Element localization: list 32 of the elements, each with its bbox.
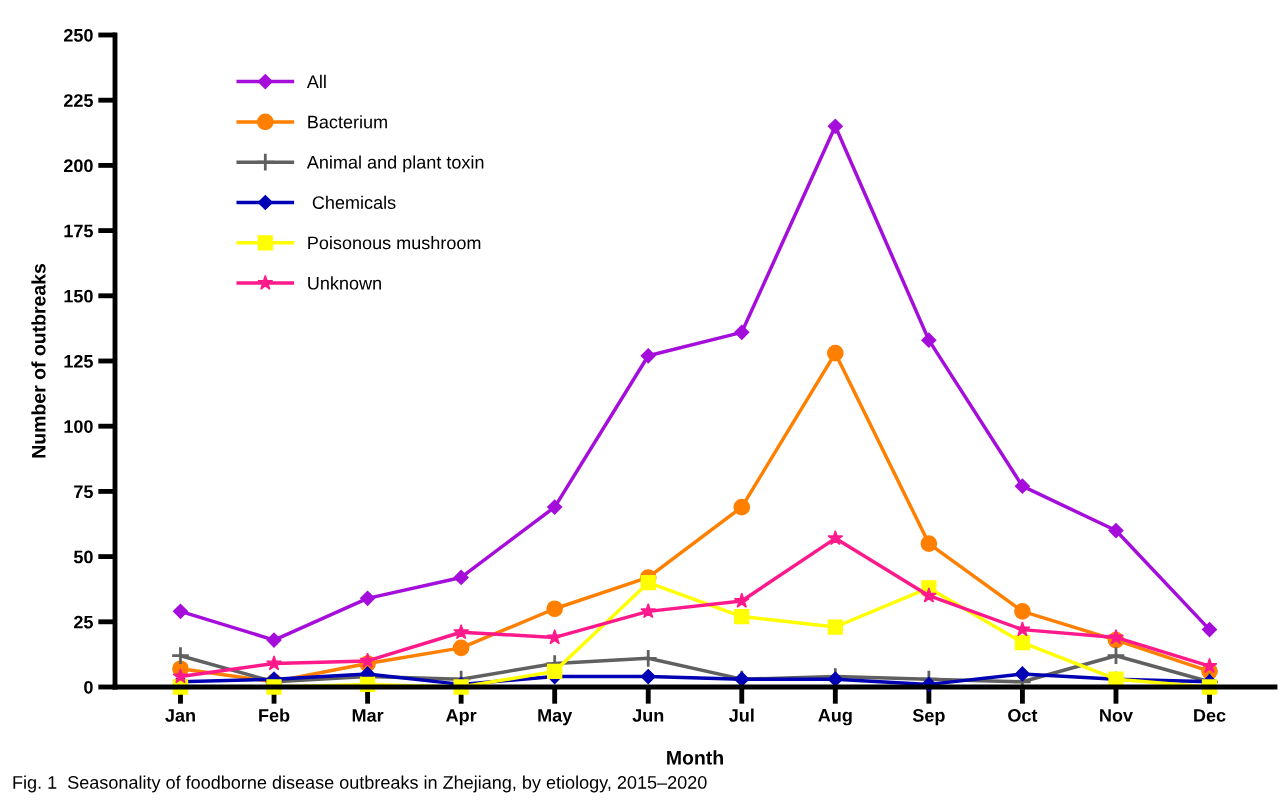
- y-tick-label: 0: [84, 680, 93, 694]
- x-axis-title: Month: [667, 750, 723, 765]
- y-tick-label: 25: [74, 615, 93, 629]
- y-tick-label: 175: [64, 224, 93, 238]
- y-tick-label: 75: [74, 485, 93, 499]
- x-tick-label: Nov: [1100, 709, 1133, 722]
- x-tick-label: Oct: [1008, 709, 1038, 722]
- legend-label: All: [306, 74, 326, 88]
- x-tick-label: Sep: [912, 709, 945, 726]
- y-axis-title: Number of outbreaks: [31, 264, 46, 458]
- y-tick-label: 150: [64, 289, 93, 303]
- x-tick-label: Dec: [1194, 709, 1226, 722]
- y-tick-label: 125: [64, 354, 93, 368]
- x-tick-label: Jan: [165, 709, 195, 722]
- x-tick-label: Feb: [259, 708, 290, 722]
- x-tick-label: May: [538, 709, 573, 726]
- x-tick-label: Jul: [729, 708, 754, 722]
- y-tick-label: 250: [63, 28, 93, 42]
- legend-label: Bacterium: [308, 115, 387, 129]
- legend-label: Animal and plant toxin: [306, 155, 484, 173]
- legend-label: Unknown: [308, 276, 381, 290]
- legend-label: Chemicals: [312, 195, 396, 209]
- x-tick-label: Jun: [632, 709, 664, 722]
- y-tick-label: 225: [63, 94, 93, 107]
- x-tick-label: Apr: [446, 709, 477, 726]
- y-tick-label: 50: [73, 550, 93, 564]
- y-tick-label: 100: [64, 420, 93, 433]
- legend-label: Poisonous mushroom: [308, 236, 481, 250]
- x-tick-label: Mar: [352, 709, 384, 722]
- y-tick-label: 200: [63, 159, 93, 173]
- x-tick-label: Aug: [818, 709, 852, 726]
- caption: Fig. 1 Seasonality of foodborne disease outbreaks in Zhejiang, by etiology, 2015–2020: [13, 775, 707, 793]
